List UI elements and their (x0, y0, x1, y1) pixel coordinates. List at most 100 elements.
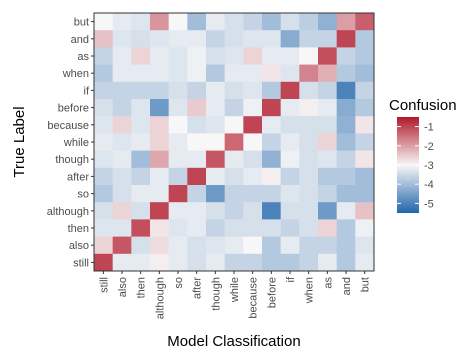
heatmap-cell (168, 64, 188, 83)
heatmap-cell (112, 185, 132, 203)
heatmap-cell (318, 202, 338, 220)
heatmap-cell (318, 150, 338, 169)
heatmap-cells (94, 13, 375, 272)
heatmap-cell (150, 13, 170, 31)
heatmap-cell (224, 64, 244, 83)
heatmap-cell (187, 150, 207, 169)
heatmap-cell (336, 150, 356, 169)
heatmap-cell (262, 150, 282, 169)
heatmap-cell (187, 219, 207, 237)
heatmap-cell (94, 99, 114, 117)
heatmap-cell (168, 116, 188, 134)
heatmap-cell (94, 219, 114, 237)
heatmap-cell (112, 167, 132, 186)
heatmap-cell (168, 236, 188, 255)
heatmap-cell (187, 13, 207, 31)
heatmap-cell (224, 236, 244, 255)
heatmap-cell (355, 64, 375, 83)
heatmap-cell (262, 64, 282, 83)
heatmap-cell (280, 167, 300, 186)
heatmap-cell (336, 253, 356, 272)
heatmap-cell (336, 99, 356, 117)
heatmap-cell (168, 47, 188, 65)
heatmap-cell (336, 133, 356, 151)
heatmap-cell (187, 253, 207, 272)
heatmap-cell (206, 30, 226, 48)
heatmap-cell (262, 13, 282, 31)
heatmap-cell (243, 116, 263, 134)
heatmap-cell (168, 150, 188, 169)
heatmap-cell (280, 219, 300, 237)
heatmap-cell (112, 30, 132, 48)
heatmap-cell (243, 167, 263, 186)
heatmap-cell (262, 30, 282, 48)
heatmap-cell (206, 99, 226, 117)
heatmap-cell (131, 150, 151, 169)
heatmap-cell (131, 219, 151, 237)
heatmap-cell (262, 81, 282, 100)
heatmap-cell (150, 185, 170, 203)
y-tick-label: so (77, 189, 89, 201)
legend-tick-label: -5 (424, 198, 434, 210)
heatmap-cell (318, 133, 338, 151)
heatmap-cell (336, 47, 356, 65)
heatmap-cell (224, 167, 244, 186)
heatmap-cell (150, 99, 170, 117)
heatmap-cell (150, 133, 170, 151)
heatmap-cell (224, 133, 244, 151)
heatmap-cell (318, 47, 338, 65)
heatmap-cell (131, 13, 151, 31)
heatmap-cell (243, 133, 263, 151)
heatmap-cell (318, 253, 338, 272)
heatmap-cell (131, 202, 151, 220)
heatmap-cell (112, 253, 132, 272)
heatmap-cell (168, 99, 188, 117)
heatmap-cell (150, 202, 170, 220)
x-tick-label: then (136, 277, 148, 298)
heatmap-cell (355, 30, 375, 48)
heatmap-cell (206, 13, 226, 31)
legend-tick-label: -2 (424, 141, 434, 153)
heatmap-cell (94, 64, 114, 83)
heatmap-cell (318, 116, 338, 134)
heatmap-cell (355, 116, 375, 134)
heatmap-cell (187, 30, 207, 48)
heatmap-cell (355, 150, 375, 169)
x-tick-label: so (173, 277, 185, 289)
heatmap-cell (355, 13, 375, 31)
heatmap-cell (168, 13, 188, 31)
y-tick-labels: but and as when if before because while though af… (47, 17, 94, 269)
heatmap-cell (224, 219, 244, 237)
heatmap-cell (187, 236, 207, 255)
heatmap-cell (131, 116, 151, 134)
x-tick-label: when (304, 277, 316, 304)
y-tick-label: after (67, 171, 89, 183)
heatmap-cell (187, 133, 207, 151)
y-tick-label: because (47, 120, 89, 132)
heatmap-cell (168, 219, 188, 237)
heatmap-cell (243, 99, 263, 117)
y-tick-label: though (55, 154, 89, 166)
heatmap-cell (131, 81, 151, 100)
heatmap-cell (280, 13, 300, 31)
heatmap-cell (299, 185, 319, 203)
heatmap-cell (94, 13, 114, 31)
heatmap-cell (262, 167, 282, 186)
heatmap-cell (262, 133, 282, 151)
heatmap-cell (355, 202, 375, 220)
heatmap-cell (280, 150, 300, 169)
heatmap-cell (336, 236, 356, 255)
heatmap-cell (150, 116, 170, 134)
heatmap-cell (112, 202, 132, 220)
heatmap-cell (150, 150, 170, 169)
legend-colorbar (397, 117, 419, 213)
heatmap-cell (206, 64, 226, 83)
x-tick-label: still (98, 277, 110, 293)
heatmap-cell (206, 219, 226, 237)
heatmap-cell (206, 167, 226, 186)
heatmap-cell (336, 167, 356, 186)
heatmap-cell (243, 150, 263, 169)
heatmap-cell (94, 185, 114, 203)
legend-tick-label: -4 (424, 179, 434, 191)
heatmap-cell (94, 81, 114, 100)
